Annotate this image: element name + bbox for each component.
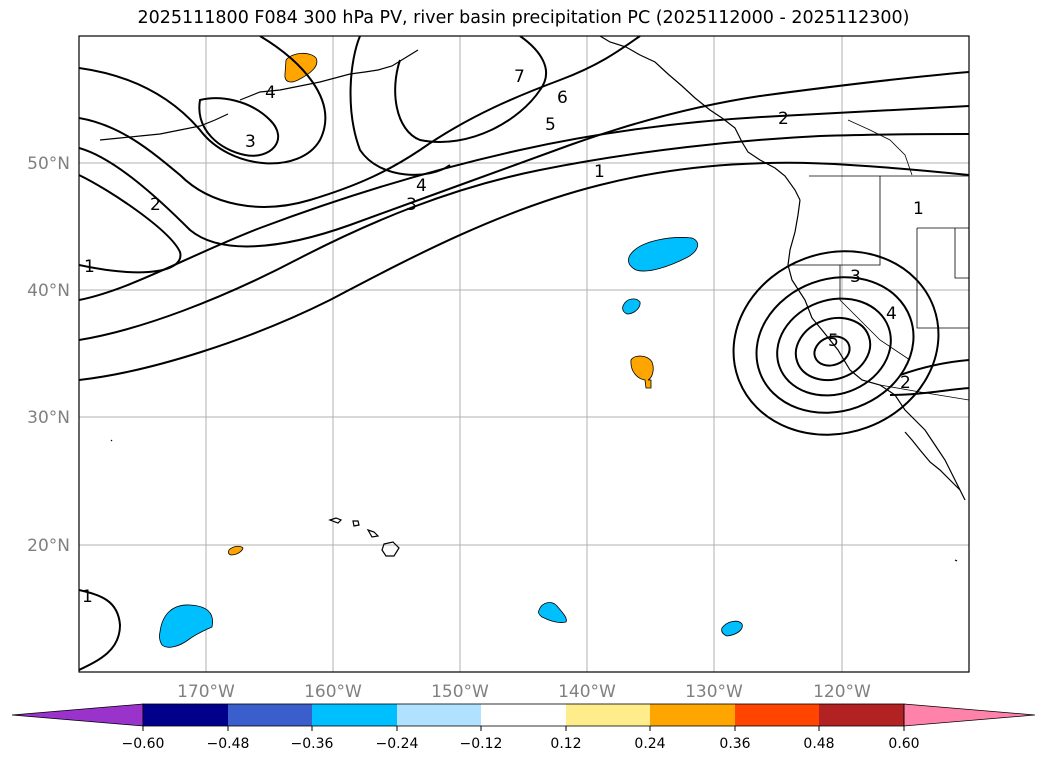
colorbar-outline: [142, 703, 905, 727]
colorbar-segment: [735, 704, 819, 726]
contour-label: 2: [900, 373, 911, 393]
pv-contour-labels: 1 2 3 4 5 6 7 2 1 1 2 3 4 5 3 4 1 2 3 4 …: [82, 67, 924, 607]
pc-positive-region: [228, 545, 244, 556]
colorbar-extend-min: [11, 703, 144, 727]
colorbar-tick-label: 0.36: [719, 736, 750, 752]
lat-label: 50°N: [27, 154, 70, 174]
colorbar-segment: [312, 704, 397, 726]
lon-label: 120°W: [813, 682, 871, 702]
map-title: 2025111800 F084 300 hPa PV, river basin …: [137, 8, 910, 28]
contour-label: 7: [514, 67, 525, 87]
colorbar-tick-label: −0.24: [376, 736, 419, 752]
coastlines: [99, 36, 966, 562]
colorbar-segment: [228, 704, 312, 726]
colorbar-tick-label: −0.12: [460, 736, 503, 752]
pc-negative-region: [538, 602, 567, 623]
contour-label: 3: [850, 267, 861, 287]
lon-label: 160°W: [304, 682, 362, 702]
pc-negative-region: [628, 237, 699, 272]
colorbar-tick-label: 0.60: [888, 736, 919, 752]
map-border: [78, 35, 970, 673]
colorbar-extend-max: [903, 703, 1036, 727]
lat-label: 30°N: [27, 408, 70, 428]
contour-label: 4: [265, 83, 276, 103]
contour-label: 4: [886, 304, 897, 324]
colorbar-tick-label: −0.36: [291, 736, 334, 752]
pc-positive-region: [630, 355, 654, 389]
colorbar-segment: [397, 704, 481, 726]
contour-label: 5: [545, 115, 556, 135]
lon-label: 130°W: [685, 682, 743, 702]
colorbar-tick-label: −0.48: [207, 736, 250, 752]
contour-label: 1: [913, 199, 924, 219]
borders: [790, 119, 969, 401]
colorbar-tick-label: 0.12: [550, 736, 581, 752]
colorbar-tick-label: 0.48: [803, 736, 834, 752]
colorbar-segment: [143, 704, 228, 726]
contour-label: 4: [416, 176, 427, 196]
pv-contours: [79, 36, 969, 671]
pc-negative-region: [622, 298, 641, 315]
contour-label: 2: [778, 109, 789, 129]
contour-label: 6: [557, 88, 568, 108]
lon-label: 140°W: [558, 682, 616, 702]
colorbar-tick-label: −0.60: [122, 736, 165, 752]
colorbar-tick-label: 0.24: [634, 736, 665, 752]
contour-label: 1: [82, 587, 93, 607]
contour-label: 2: [150, 195, 161, 215]
contour-label: 3: [245, 132, 256, 152]
pc-negative-region: [159, 604, 213, 648]
contour-label: 5: [828, 331, 839, 351]
map-panel: [79, 36, 969, 672]
colorbar-segment: [481, 704, 566, 726]
lon-label: 170°W: [177, 682, 235, 702]
latitude-labels: 50°N 40°N 30°N 20°N: [27, 154, 70, 556]
pc-negative-region: [721, 620, 743, 637]
lat-label: 40°N: [27, 281, 70, 301]
colorbar-segment: [819, 704, 904, 726]
colorbar: −0.60 −0.48 −0.36 −0.24 −0.12 0.12 0.24 0.36 0.4…: [11, 703, 1036, 752]
contour-label: 1: [84, 257, 95, 277]
contour-label: 1: [594, 162, 605, 182]
colorbar-segment: [566, 704, 650, 726]
contour-label: 3: [406, 195, 417, 215]
colorbar-segment: [650, 704, 735, 726]
lon-label: 150°W: [431, 682, 489, 702]
lat-label: 20°N: [27, 536, 70, 556]
longitude-labels: 170°W 160°W 150°W 140°W 130°W 120°W: [177, 682, 871, 702]
